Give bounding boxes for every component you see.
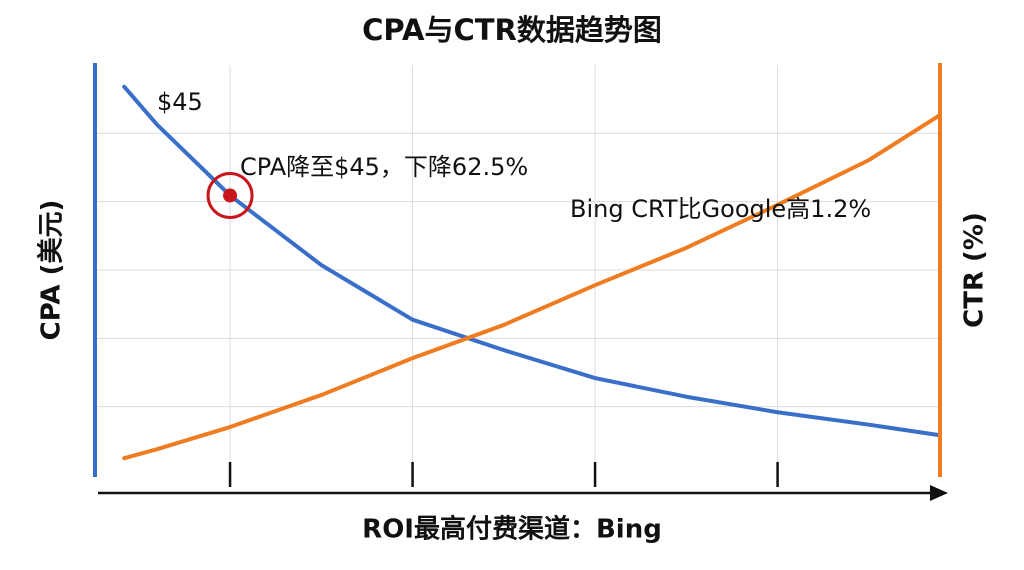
highlight-point: [223, 188, 238, 203]
annotation: Bing CRT比Google高1.2%: [570, 195, 871, 223]
plot: [122, 84, 942, 461]
y2-axis-label: CTR (%): [960, 212, 990, 328]
x-axis-arrow: [930, 485, 948, 501]
line-series: [122, 113, 942, 461]
annotation: $45: [157, 88, 203, 116]
annotation: CPA降至$45，下降62.5%: [240, 153, 528, 181]
y-axis-label: CPA (美元): [36, 200, 67, 341]
grid: [95, 65, 940, 487]
x-axis-label: ROI最高付费渠道：Bing: [362, 514, 662, 545]
highlight-ring: [206, 171, 254, 219]
line-series: [122, 84, 942, 438]
chart-title: CPA与CTR数据趋势图: [362, 13, 662, 47]
